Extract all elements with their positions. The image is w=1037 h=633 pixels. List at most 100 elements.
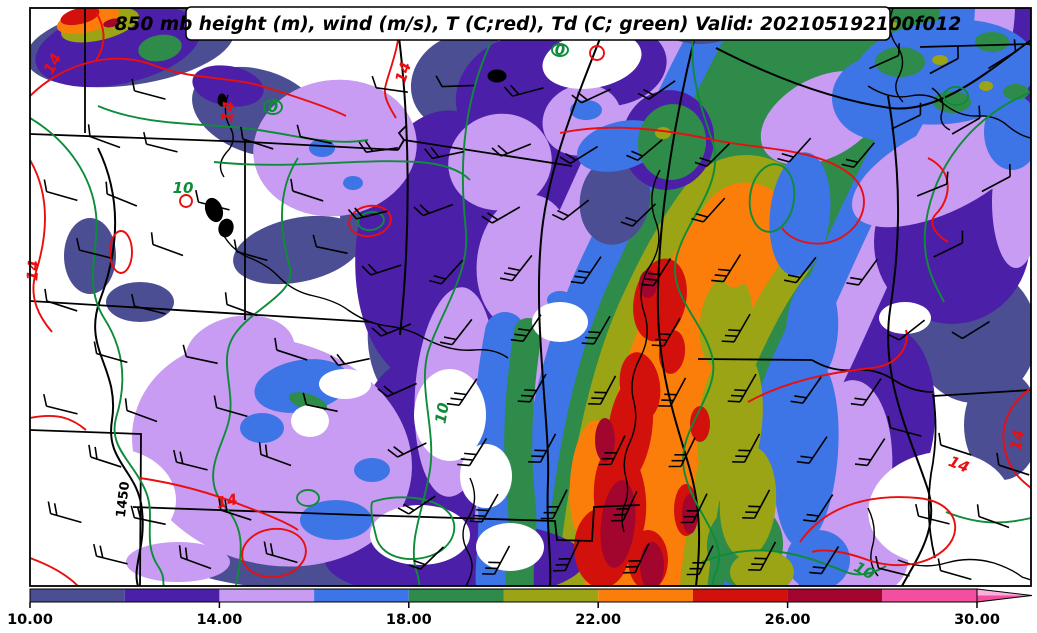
colorbar-outline	[29, 588, 978, 603]
map-title: 850 mb height (m), wind (m/s), T (C;red)…	[115, 14, 961, 35]
height-contour	[394, 8, 409, 336]
state-borders	[30, 8, 1031, 586]
wind-barb	[588, 375, 617, 405]
filled-contour-field	[30, 8, 1031, 586]
wind-barb	[435, 75, 475, 88]
colorbar-tick-label: 18.00	[386, 612, 432, 628]
wind-barb	[854, 438, 886, 467]
wind-barb	[93, 341, 128, 364]
wind-barb	[641, 258, 672, 287]
state-border	[919, 43, 1031, 48]
colorbar-tick-label: 26.00	[765, 612, 811, 628]
wind-barb	[748, 541, 777, 571]
wind-barb	[429, 259, 464, 285]
wind-barb	[240, 126, 274, 150]
wind-barb	[777, 137, 812, 163]
dewpoint-ring	[357, 210, 385, 232]
height-label: 1450	[114, 481, 133, 519]
river	[223, 235, 509, 359]
temperature-label: 14	[215, 490, 239, 512]
wind-barb	[510, 314, 542, 343]
wind-barb	[598, 435, 626, 466]
dewpoint-ring	[296, 489, 320, 507]
wind-barb	[790, 376, 822, 404]
temperature-contour	[95, 11, 105, 61]
wind-barb	[796, 436, 828, 465]
wind-barb	[869, 43, 900, 70]
wind-barb	[482, 545, 511, 575]
wind-barb	[274, 337, 308, 361]
wind-barb	[951, 320, 990, 340]
wind-barb	[951, 105, 981, 135]
wind-barb	[875, 555, 910, 577]
height-contour	[538, 8, 613, 586]
colorbar-tick-label: 10.00	[7, 612, 53, 628]
temperature-contour	[927, 157, 949, 243]
state-border	[811, 359, 934, 393]
wind-barb	[413, 203, 454, 217]
wind-barb	[996, 452, 1030, 476]
wind-barb	[130, 505, 166, 526]
wind-barb	[891, 102, 922, 130]
wind-barb	[783, 256, 817, 284]
wind-barb	[371, 323, 412, 337]
wind-barb	[551, 199, 590, 221]
wind-barb	[846, 258, 879, 286]
colorbar-segment	[408, 589, 504, 602]
state-border	[927, 393, 937, 559]
dewpoint-label: 10	[431, 401, 452, 425]
wind-barb	[88, 444, 122, 468]
wind-barb	[610, 491, 638, 522]
temperature-ring	[109, 230, 133, 274]
wind-barb	[150, 232, 184, 257]
wind-barb	[178, 545, 212, 570]
temperature-ring	[241, 527, 307, 579]
wind-barb	[182, 344, 218, 365]
state-border	[30, 300, 373, 323]
wind-barb	[850, 378, 882, 407]
height-contour	[887, 95, 933, 586]
title-box-background	[185, 6, 891, 41]
wind-barb	[887, 415, 922, 437]
wind-barb	[397, 495, 436, 515]
colorbar-segment	[598, 589, 693, 602]
wind-barb	[721, 313, 751, 343]
wind-barb	[841, 142, 875, 169]
dewpoint-contour	[412, 43, 491, 586]
wind-barb	[131, 78, 166, 100]
colorbar-segment	[124, 589, 220, 602]
dewpoint-ring	[748, 163, 796, 233]
wind-barb	[457, 438, 488, 467]
wind-barb	[424, 146, 464, 160]
colorbar-segment	[30, 589, 125, 602]
wind-barb	[224, 292, 258, 317]
temperature-label: 14	[23, 259, 43, 281]
wind-barb	[651, 317, 681, 347]
wind-barb	[290, 178, 324, 202]
wind-barb	[559, 145, 598, 165]
wind-barb	[809, 546, 840, 575]
wind-barb	[87, 124, 121, 149]
wind-barb	[552, 541, 580, 572]
wind-barb	[387, 442, 427, 458]
temperature-contours	[30, 8, 1031, 586]
dewpoint-contour	[30, 117, 165, 586]
wind-barb	[686, 545, 714, 576]
wind-barb	[131, 293, 166, 315]
wind-barb	[581, 315, 611, 345]
dewpoint-ring	[551, 43, 569, 57]
temperature-contour	[799, 496, 957, 567]
temperature-label: 14	[391, 60, 415, 85]
wind-barb	[622, 543, 650, 574]
colorbar-segment	[219, 589, 315, 602]
wind-barbs-layer	[43, 39, 1030, 581]
dewpoint-ring	[263, 99, 283, 115]
wind-barb	[938, 432, 972, 456]
wind-barb	[915, 503, 950, 525]
colorbar-tick-label: 14.00	[196, 612, 242, 628]
wind-barb	[330, 353, 370, 367]
wind-barb	[358, 140, 398, 154]
wind-barb	[302, 392, 338, 413]
